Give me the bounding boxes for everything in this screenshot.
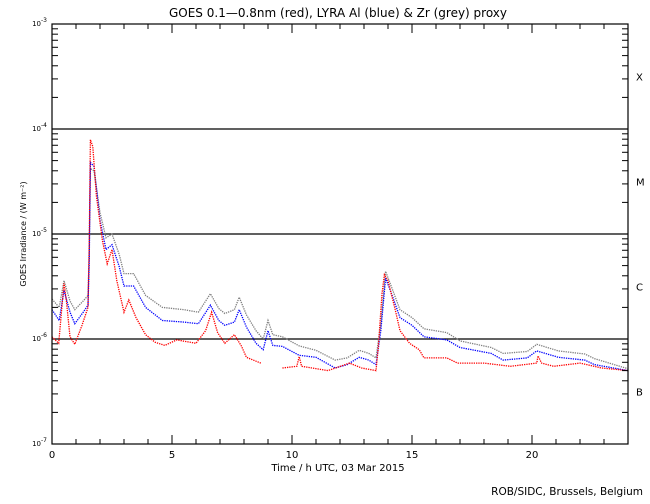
y-tick-label: 10-6 [32, 332, 47, 343]
y-tick-label: 10-7 [32, 437, 47, 448]
flare-class-label: M [636, 178, 645, 189]
x-tick-label: 5 [169, 450, 175, 461]
y-axis-label: GOES Irradiance / (W m⁻²) [19, 181, 28, 286]
flare-class-label: X [636, 73, 643, 84]
x-tick-label: 15 [406, 450, 419, 461]
chart-title: GOES 0.1—0.8nm (red), LYRA Al (blue) & Z… [169, 6, 507, 20]
axis-ticks [51, 24, 629, 444]
series-line [51, 139, 262, 364]
credit-text: ROB/SIDC, Brussels, Belgium [491, 486, 643, 498]
flare-class-labels: X M C B [636, 73, 645, 399]
x-tick-label: 20 [526, 450, 539, 461]
data-series [51, 139, 629, 372]
flare-class-label: B [636, 388, 643, 399]
x-axis-label: Time / h UTC, 03 Mar 2015 [270, 463, 404, 474]
y-tick-labels: 10-3 10-4 10-5 10-6 10-7 [32, 17, 47, 448]
x-tick-labels: 0 5 10 15 20 [49, 450, 539, 461]
series-line [51, 160, 629, 372]
reference-lines [52, 128, 628, 340]
y-tick-label: 10-5 [32, 227, 47, 238]
y-tick-label: 10-3 [32, 17, 47, 28]
x-tick-label: 10 [286, 450, 299, 461]
flare-class-label: C [636, 283, 643, 294]
series-line [51, 167, 629, 370]
x-tick-label: 0 [49, 450, 55, 461]
y-tick-label: 10-4 [32, 122, 47, 133]
series-line [282, 272, 629, 372]
